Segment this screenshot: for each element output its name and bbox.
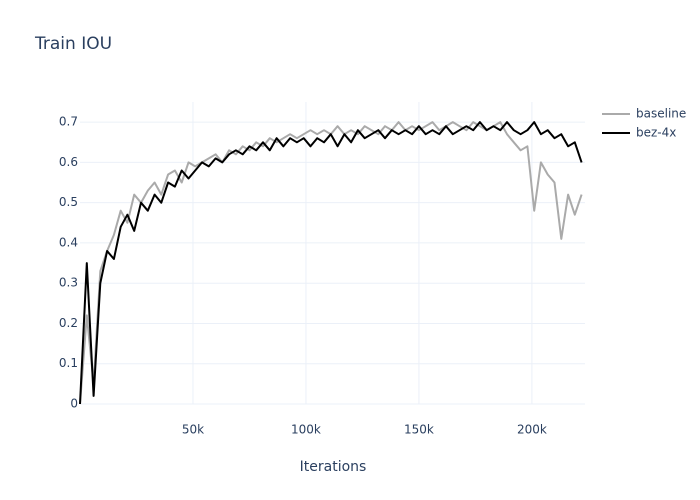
line-series [79,121,583,405]
y-tick-label: 0.4 [59,235,78,249]
x-tick-label: 100k [291,423,321,437]
y-tick-label: 0.7 [59,115,78,129]
y-tick-label: 0.1 [59,356,78,370]
chart-title: Train IOU [34,34,112,54]
legend-item: bez-4x [602,126,676,140]
legend-label: baseline [636,107,686,121]
legend-item: baseline [602,107,686,121]
line-series [79,121,583,405]
x-tick-label: 50k [182,423,204,437]
y-tick-label: 0.2 [59,316,78,330]
y-tick-label: 0.5 [59,195,78,209]
y-tick-label: 0.6 [59,155,78,169]
x-tick-label: 200k [517,423,547,437]
y-tick-label: 0.3 [59,276,78,290]
legend-label: bez-4x [636,126,676,140]
x-axis-title: Iterations [300,459,367,475]
x-tick-label: 150k [404,423,434,437]
y-tick-label: 0 [70,397,78,411]
